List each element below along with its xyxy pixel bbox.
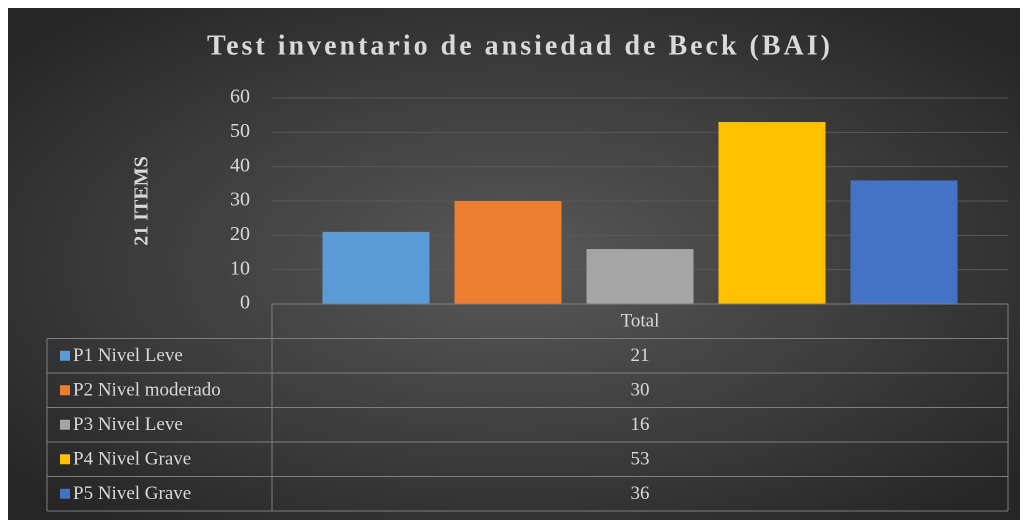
chart-title: Test inventario de ansiedad de Beck (BAI… (207, 30, 833, 61)
y-tick-label: 20 (230, 223, 250, 245)
legend-label: P2 Nivel moderado (73, 380, 221, 401)
legend-label: P3 Nivel Leve (73, 414, 183, 435)
bar (718, 122, 826, 305)
bar (322, 231, 430, 304)
legend-label: P5 Nivel Grave (73, 483, 191, 504)
y-axis-label: 21 ITEMS (131, 156, 153, 245)
y-tick-label: 60 (230, 86, 250, 108)
legend-key (60, 454, 70, 465)
legend-key (60, 385, 70, 396)
y-tick-label: 0 (240, 292, 250, 314)
bar (586, 249, 694, 304)
y-tick-label: 40 (230, 154, 250, 176)
legend-key (60, 350, 70, 361)
y-tick-label: 50 (230, 120, 250, 142)
legend-key (60, 419, 70, 430)
table-value: 53 (631, 449, 650, 470)
table-header: Total (621, 311, 660, 332)
y-tick-label: 10 (230, 257, 250, 279)
bar (850, 180, 958, 304)
table-value: 21 (631, 345, 650, 366)
legend-key (60, 488, 70, 499)
bar (454, 201, 562, 304)
legend-label: P1 Nivel Leve (73, 345, 183, 366)
table-value: 30 (631, 380, 650, 401)
table-value: 36 (631, 483, 650, 504)
legend-label: P4 Nivel Grave (73, 449, 191, 470)
y-tick-label: 30 (230, 189, 250, 211)
table-value: 16 (631, 414, 650, 435)
